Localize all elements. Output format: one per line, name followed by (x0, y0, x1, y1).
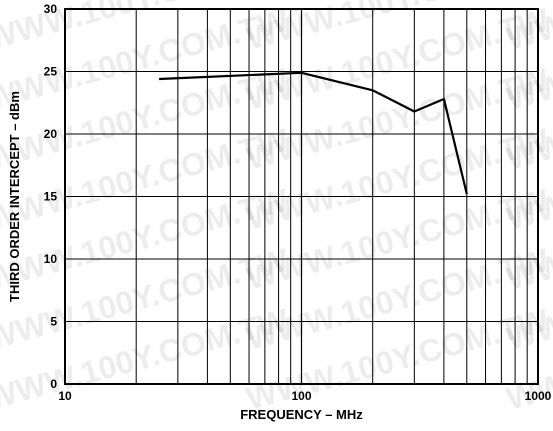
series-line (159, 71, 468, 195)
y-tick-label: 30 (44, 2, 58, 16)
watermark-layer: WWW.100Y.COM.TWWWW.100Y.COM.TWWWW.100Y.C… (0, 0, 553, 417)
series-layer (159, 71, 468, 195)
y-tick-label: 25 (44, 65, 58, 79)
y-tick-label: 5 (50, 315, 57, 329)
y-tick-label: 10 (44, 252, 58, 266)
x-tick-label: 1000 (525, 389, 552, 403)
y-tick-label: 0 (50, 377, 57, 391)
x-tick-label: 100 (291, 389, 311, 403)
y-tick-label: 20 (44, 127, 58, 141)
plot-frame (64, 8, 539, 385)
grid-layer (65, 8, 538, 385)
y-tick-label: 15 (44, 190, 58, 204)
tick-labels: 0 5 10 15 20 25 30 10 100 1000 (44, 2, 552, 403)
y-axis-label: THIRD ORDER INTERCEPT – dBm (7, 91, 22, 302)
x-tick-label: 10 (58, 389, 72, 403)
x-axis-label: FREQUENCY – MHz (240, 407, 363, 422)
